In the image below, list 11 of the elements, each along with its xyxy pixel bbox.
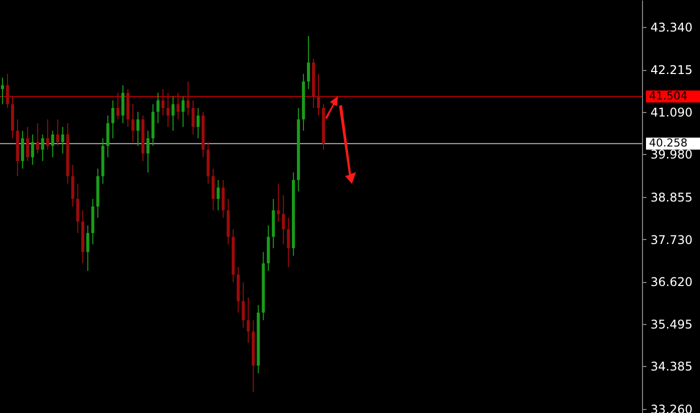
y-tick-label: 42.215 [650,63,692,78]
y-tick-label: 34.385 [650,360,692,374]
ref-line-label: 41.504 [649,89,688,102]
ref-line-label: 40.258 [649,136,688,150]
y-tick-label: 36.620 [650,275,692,290]
y-tick-label: 41.090 [650,106,692,120]
y-tick-label: 35.495 [650,318,692,332]
y-tick-label: 37.730 [650,232,692,247]
y-tick-label: 43.340 [650,20,692,34]
y-tick-label: 38.855 [650,190,692,204]
y-tick-label: 39.980 [650,148,692,162]
